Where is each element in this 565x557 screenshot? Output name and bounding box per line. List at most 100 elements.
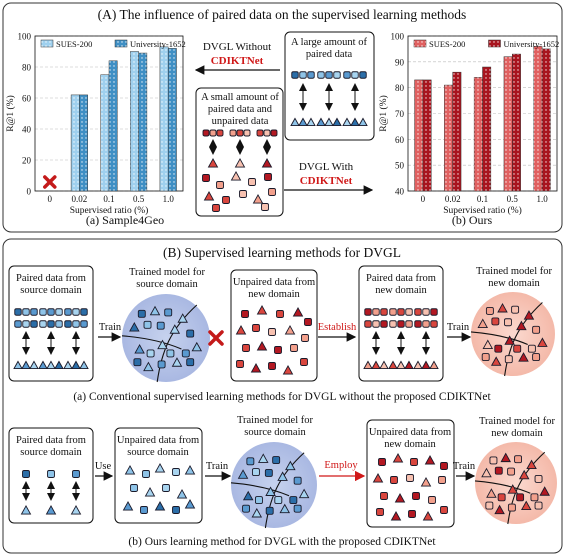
square-icon xyxy=(372,308,380,316)
square-icon xyxy=(172,468,180,476)
without-label: DVGL Without xyxy=(203,41,271,53)
bar-texture xyxy=(130,51,139,191)
y-tick-label: 100 xyxy=(18,32,32,42)
square-icon xyxy=(264,173,272,181)
triangle-icon xyxy=(256,305,268,315)
square-icon xyxy=(146,349,155,358)
triangle-icon xyxy=(324,117,334,127)
square-icon xyxy=(243,129,251,137)
square-icon xyxy=(47,320,55,328)
triangle-icon xyxy=(394,493,406,503)
square-icon xyxy=(186,329,195,338)
square-icon xyxy=(14,320,22,328)
large-box-line2: paired data xyxy=(306,49,353,60)
triangle-icon xyxy=(539,486,550,496)
panel-b-frame xyxy=(2,238,563,554)
square-icon xyxy=(265,506,274,515)
triangle-icon xyxy=(396,360,406,370)
x-tick-label: 0.1 xyxy=(477,194,488,204)
r2-train2-label: Train xyxy=(453,461,476,472)
triangle-icon xyxy=(171,357,183,367)
square-icon xyxy=(364,320,372,328)
square-icon xyxy=(290,344,298,352)
square-icon xyxy=(507,467,516,476)
r2-trained-src-l2: source domain xyxy=(244,427,306,438)
y-tick-label: 70 xyxy=(395,109,405,119)
square-icon xyxy=(291,71,299,79)
square-icon xyxy=(156,321,165,330)
r2-new-model-icons xyxy=(474,451,550,525)
large-paired-data-icons xyxy=(290,71,368,127)
triangle-icon xyxy=(235,325,247,335)
square-icon xyxy=(534,474,543,483)
decision-boundary xyxy=(474,480,531,494)
square-icon xyxy=(532,325,541,334)
x-tick-label: 0.5 xyxy=(507,194,519,204)
triangle-icon xyxy=(144,487,156,497)
r1-train-label: Train xyxy=(99,322,122,333)
small-box-line3: unpaired data xyxy=(212,116,269,127)
y-axis-label: R@1 (%) xyxy=(378,95,389,131)
triangle-icon xyxy=(154,501,166,511)
square-icon xyxy=(212,204,220,212)
square-icon xyxy=(274,496,283,504)
r1-new-model-icons xyxy=(470,302,548,377)
decision-boundary xyxy=(156,304,198,383)
square-icon xyxy=(55,320,63,328)
r1-new-pairs-icons xyxy=(363,308,439,370)
triangle-icon xyxy=(371,360,381,370)
square-icon xyxy=(485,306,494,315)
triangle-icon xyxy=(420,477,432,487)
square-icon xyxy=(491,317,500,326)
bar-texture xyxy=(512,54,521,192)
square-icon xyxy=(251,468,260,477)
triangle-icon xyxy=(298,117,308,127)
square-icon xyxy=(216,129,224,137)
r2-unpaired-src-l2: source domain xyxy=(127,447,189,458)
square-icon xyxy=(359,71,367,79)
triangle-icon xyxy=(284,325,296,335)
chart-ours: 40 50 60 70 80 90 100 0 0.02 0.1 0.5 1.0 Supervised … xyxy=(378,32,559,217)
triangle-icon xyxy=(252,194,264,204)
panel-a-title: (A) The influence of paired data on the … xyxy=(98,7,467,22)
r1-trained-src-l1: Trained model for xyxy=(129,267,206,278)
y-tick-label: 20 xyxy=(22,156,32,166)
square-icon xyxy=(236,360,244,368)
r1-new-model-circle xyxy=(471,292,555,376)
r1-paired-new-l2: new domain xyxy=(375,285,427,296)
r1-src-paired-l1: Paired data from xyxy=(16,273,86,284)
square-icon xyxy=(202,129,210,137)
triangle-icon xyxy=(372,473,384,483)
r1-cross-icon xyxy=(208,330,224,346)
r1-new-unpaired-icons xyxy=(235,305,312,375)
caption-ours: (b) Ours xyxy=(452,213,493,227)
r2-trained-src-l1: Trained model for xyxy=(237,415,314,426)
square-icon xyxy=(14,308,22,316)
r1-source-model-circle xyxy=(122,294,210,382)
x-tick-label: 1.0 xyxy=(536,194,548,204)
square-icon xyxy=(246,457,255,466)
square-icon xyxy=(236,129,244,137)
triangle-icon xyxy=(523,310,535,320)
square-icon xyxy=(30,320,38,328)
square-icon xyxy=(276,310,284,318)
square-icon xyxy=(22,470,30,478)
square-icon xyxy=(414,308,422,316)
triangle-icon xyxy=(143,361,154,372)
r2-unpaired-new-l1: Unpaired data from xyxy=(369,427,451,438)
square-icon xyxy=(64,308,72,316)
x-tick-label: 0 xyxy=(421,194,426,204)
r2-unpaired-src-l1: Unpaired data from xyxy=(117,435,199,446)
r1-train2-label: Train xyxy=(447,322,470,333)
square-icon xyxy=(268,362,276,370)
square-icon xyxy=(390,476,398,484)
square-icon xyxy=(222,196,230,204)
square-icon xyxy=(72,320,80,328)
triangle-icon xyxy=(507,484,518,494)
square-icon xyxy=(497,493,506,502)
triangle-icon xyxy=(149,305,161,316)
square-icon xyxy=(209,129,217,137)
bar-texture xyxy=(474,77,483,191)
square-icon xyxy=(80,308,88,316)
decision-boundary xyxy=(121,335,182,350)
